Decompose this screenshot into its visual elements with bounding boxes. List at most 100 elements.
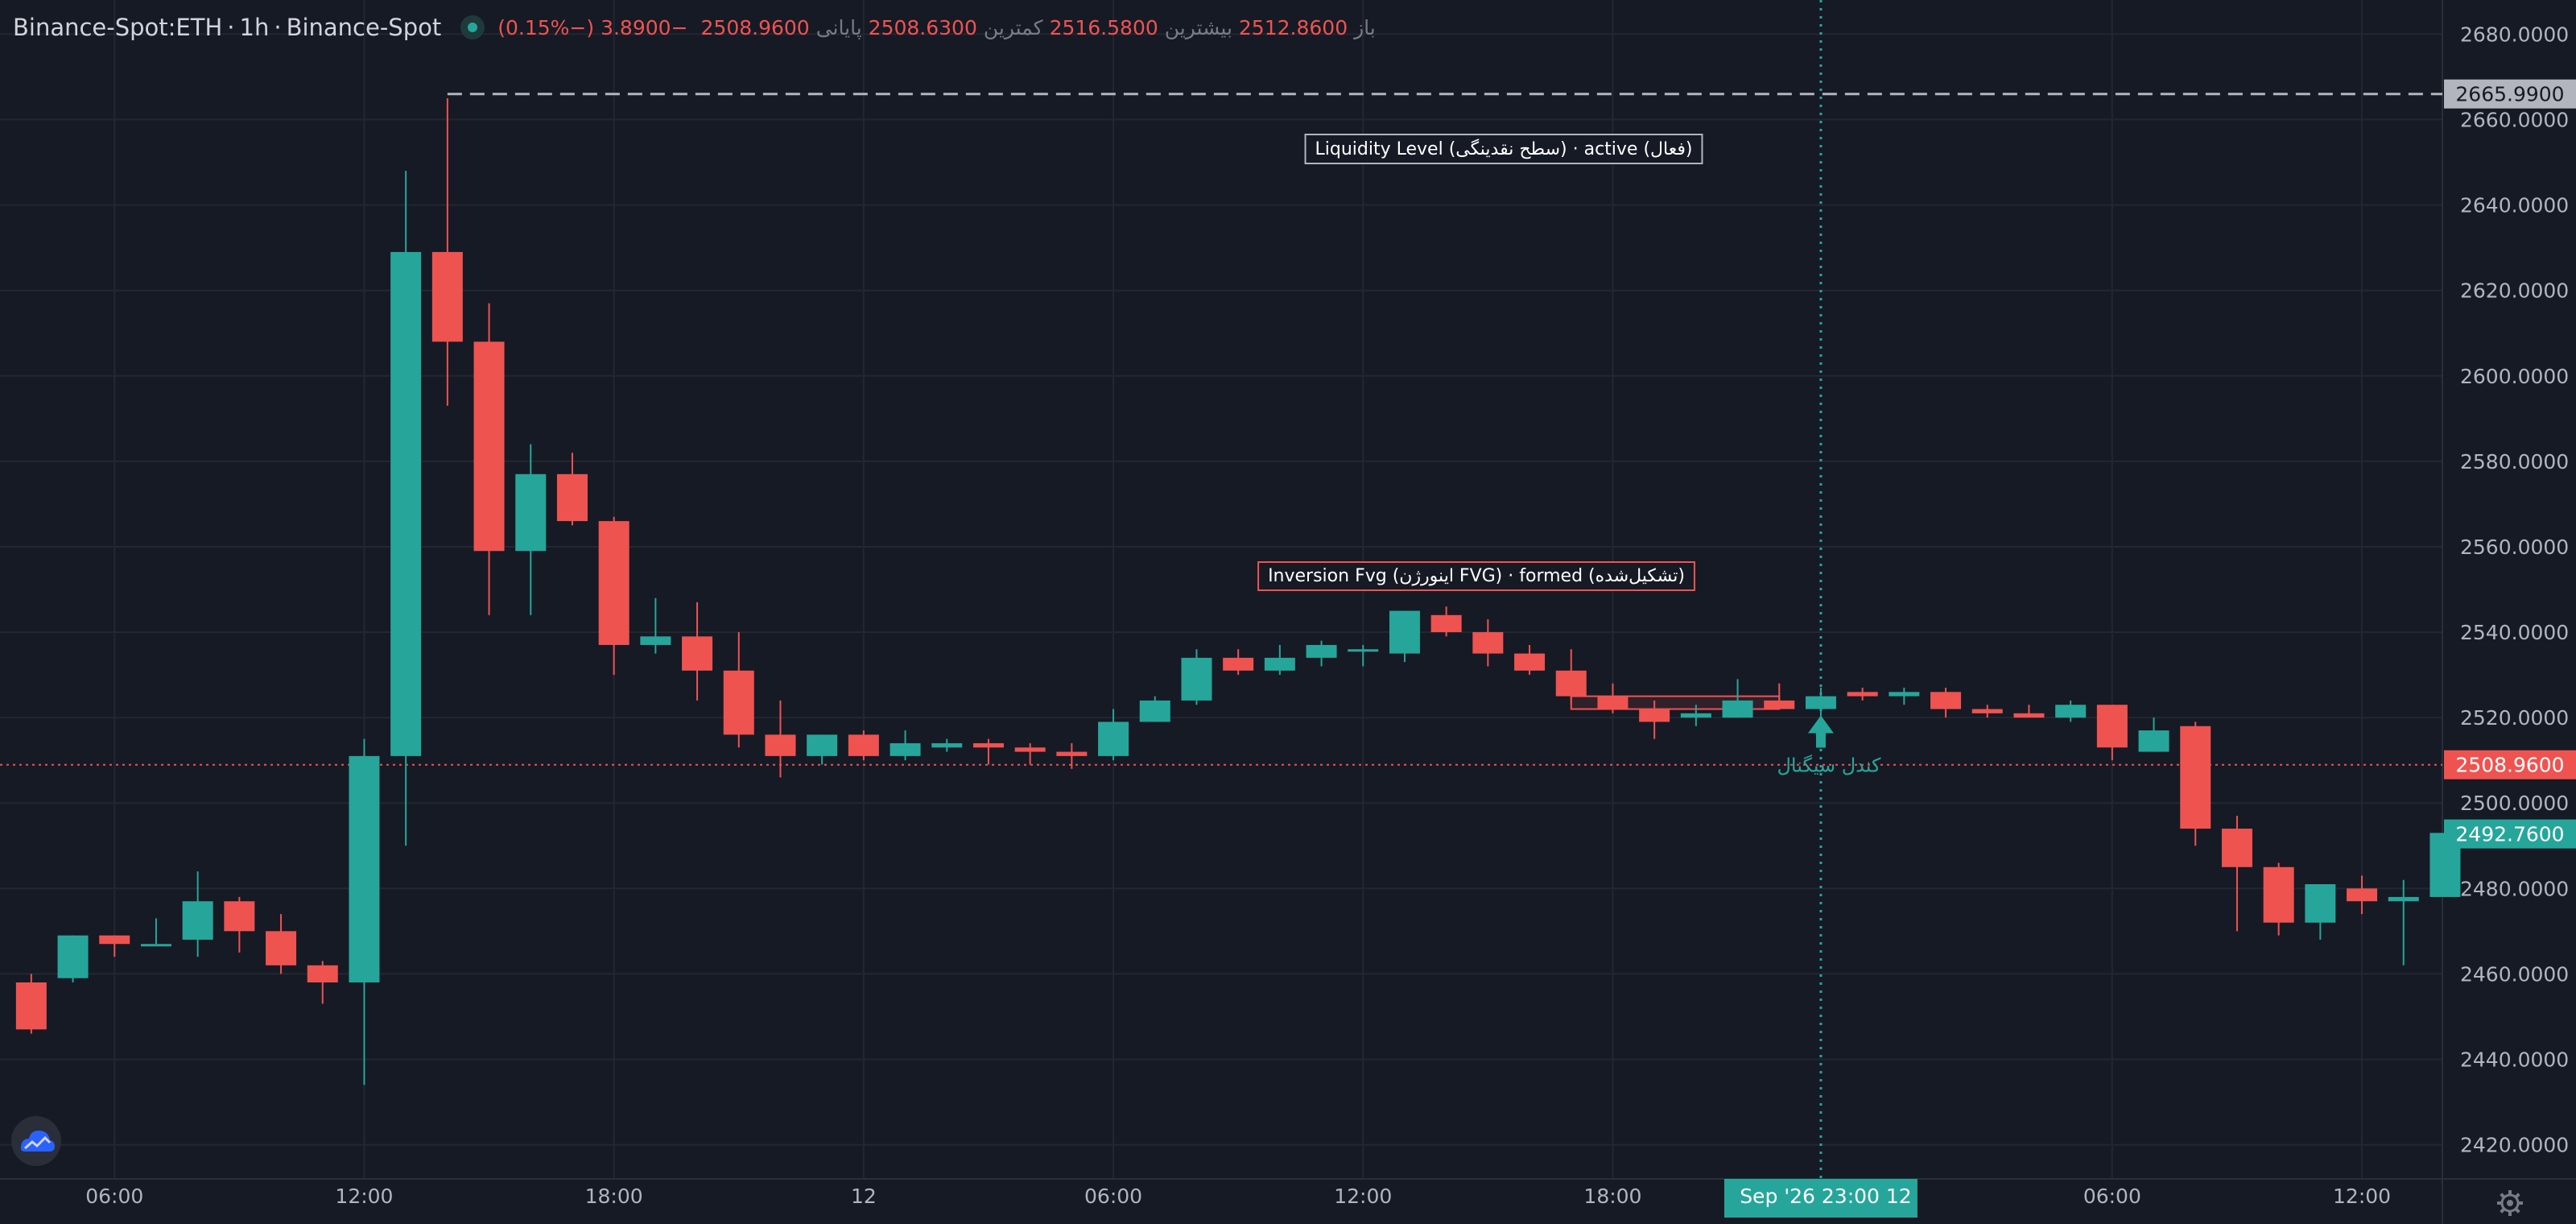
crosshair-time-text: Sep '26 23:00 12 [1740, 1185, 1912, 1208]
tradingview-logo-icon[interactable] [11, 1116, 61, 1166]
candle-up[interactable] [890, 742, 921, 756]
candle-up[interactable] [1722, 700, 1753, 718]
candle-up[interactable] [1680, 713, 1711, 718]
candle-down[interactable] [1223, 657, 1254, 671]
candle-up[interactable] [2055, 705, 2087, 718]
candle-down[interactable] [1847, 692, 1878, 697]
time-tick-label: 12 [851, 1185, 877, 1208]
candle-up[interactable] [1348, 649, 1379, 652]
liquidity-price-tag [2444, 79, 2576, 109]
price-tick-label: 2420.0000 [2460, 1134, 2569, 1157]
candle-down[interactable] [848, 734, 879, 756]
candle-up[interactable] [1098, 722, 1129, 756]
candle-down[interactable] [1971, 709, 2003, 713]
candle-down[interactable] [1430, 614, 1462, 633]
candle-down[interactable] [682, 636, 713, 671]
price-tick-label: 2620.0000 [2460, 279, 2569, 303]
time-tick-label: 18:00 [1583, 1185, 1641, 1208]
candle-down[interactable] [723, 670, 754, 735]
candle-down[interactable] [556, 473, 588, 522]
candle-up[interactable] [1264, 657, 1295, 671]
time-tick-label: 06:00 [2083, 1185, 2141, 1208]
candle-down[interactable] [2096, 705, 2128, 748]
candle-up[interactable] [931, 742, 963, 748]
candle-up[interactable] [1139, 700, 1170, 722]
inversion-fvg-label-text: Inversion Fvg (اینورژن FVG) · formed (تش… [1268, 566, 1685, 586]
current-price-tag [2444, 750, 2576, 779]
signal-arrow-icon [1807, 715, 1834, 748]
candle-up[interactable] [1389, 610, 1420, 654]
candle-down[interactable] [1764, 700, 1795, 709]
candle-up[interactable] [140, 944, 171, 947]
candle-up[interactable] [1805, 696, 1836, 709]
separator: · [227, 14, 235, 41]
ohlc-readout: باز 2512.8600 بیشترین 2516.5800 کمترین 2… [497, 16, 1382, 39]
signal-label: کندل سیگنال [1777, 755, 1881, 777]
candle-down[interactable] [765, 734, 796, 756]
candle-down[interactable] [1014, 747, 1046, 752]
candle-up[interactable] [349, 755, 380, 982]
candle-down[interactable] [2180, 726, 2211, 829]
price-tick-label: 2500.0000 [2460, 792, 2569, 815]
candle-down[interactable] [1056, 751, 1088, 756]
symbol-title[interactable]: Binance-Spot:ETH [13, 14, 223, 41]
time-tick-label: 12:00 [335, 1185, 393, 1208]
candle-down[interactable] [99, 935, 130, 945]
price-tick-label: 2480.0000 [2460, 877, 2569, 900]
candle-up[interactable] [515, 473, 547, 552]
candle-down[interactable] [473, 341, 505, 552]
candle-up[interactable] [1306, 644, 1337, 658]
candle-down[interactable] [15, 982, 47, 1030]
liquidity-price-tag-text: 2665.9900 [2455, 83, 2564, 106]
ohlc-open-value: 2512.8600 [1238, 15, 1348, 39]
candle-up[interactable] [2138, 730, 2169, 752]
candle-up[interactable] [182, 901, 213, 940]
candle-down[interactable] [2013, 713, 2045, 718]
price-tick-label: 2580.0000 [2460, 450, 2569, 473]
time-tick-label: 12:00 [2333, 1185, 2391, 1208]
candle-up[interactable] [390, 251, 422, 756]
price-tick-label: 2640.0000 [2460, 194, 2569, 217]
candle-down[interactable] [2221, 829, 2252, 867]
interval-label[interactable]: 1h [239, 14, 270, 41]
candle-down[interactable] [1597, 696, 1629, 709]
last-price-tag [2444, 819, 2576, 849]
candle-up[interactable] [1181, 657, 1212, 701]
candle-up[interactable] [2305, 884, 2336, 923]
gear-icon[interactable] [2496, 1189, 2524, 1218]
candle-down[interactable] [972, 742, 1004, 748]
candle-down[interactable] [1930, 692, 1962, 709]
candle-down[interactable] [2347, 888, 2378, 902]
price-tick-label: 2560.0000 [2460, 536, 2569, 559]
candle-up[interactable] [2388, 896, 2419, 902]
chart-header: Binance-Spot:ETH · 1h · Binance-Spot باز… [13, 11, 1382, 43]
candle-up[interactable] [57, 935, 89, 978]
candle-down[interactable] [1514, 653, 1546, 671]
candle-down[interactable] [1472, 632, 1504, 654]
last-price-tag-text: 2492.7600 [2455, 823, 2564, 846]
price-tick-label: 2460.0000 [2460, 962, 2569, 986]
candle-down[interactable] [2263, 866, 2294, 923]
candle-down[interactable] [598, 521, 630, 645]
candle-down[interactable] [266, 931, 297, 966]
candle-down[interactable] [431, 251, 463, 342]
price-tick-label: 2680.0000 [2460, 23, 2569, 46]
time-tick-label: 06:00 [1084, 1185, 1142, 1208]
candle-down[interactable] [1555, 670, 1587, 697]
candle-down[interactable] [224, 901, 255, 932]
ohlc-close-value: 2508.9600 [700, 15, 810, 39]
candle-up[interactable] [807, 734, 838, 756]
exchange-label: Binance-Spot [286, 14, 442, 41]
ohlc-high-value: 2516.5800 [1049, 15, 1158, 39]
price-tick-label: 2540.0000 [2460, 621, 2569, 644]
candle-up[interactable] [1889, 692, 1920, 697]
separator: · [274, 14, 282, 41]
market-status-icon [460, 15, 485, 39]
price-tick-label: 2660.0000 [2460, 109, 2569, 132]
candle-up[interactable] [640, 636, 671, 645]
candle-down[interactable] [1639, 709, 1670, 722]
ohlc-open-label: باز [1354, 15, 1376, 39]
candle-down[interactable] [307, 965, 338, 982]
